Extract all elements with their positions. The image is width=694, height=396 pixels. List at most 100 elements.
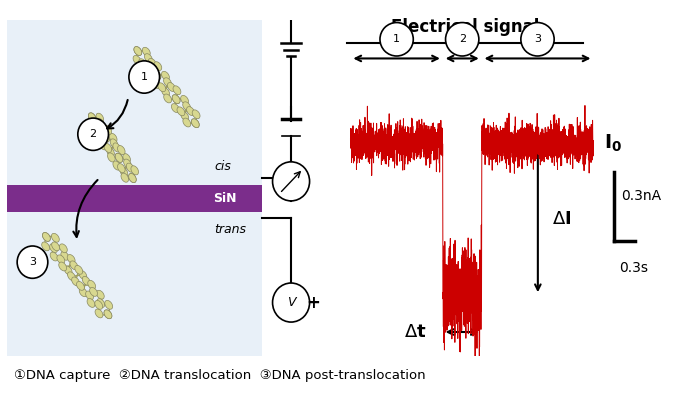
Ellipse shape <box>131 166 139 175</box>
Text: $\mathbf{I_0}$: $\mathbf{I_0}$ <box>604 133 622 154</box>
Ellipse shape <box>181 112 189 120</box>
Ellipse shape <box>113 143 121 152</box>
Ellipse shape <box>108 153 115 162</box>
Ellipse shape <box>107 147 115 156</box>
Circle shape <box>380 23 413 56</box>
Ellipse shape <box>128 173 136 183</box>
Ellipse shape <box>61 251 69 260</box>
Text: 3: 3 <box>534 34 541 44</box>
Ellipse shape <box>95 301 103 309</box>
Text: trans: trans <box>214 223 246 236</box>
Text: V: V <box>287 296 296 309</box>
Bar <box>7 20 262 356</box>
Bar <box>7 185 262 211</box>
Ellipse shape <box>115 153 123 162</box>
Ellipse shape <box>158 83 166 92</box>
Ellipse shape <box>104 310 112 319</box>
Text: 0.3s: 0.3s <box>619 261 648 274</box>
Ellipse shape <box>171 104 179 112</box>
Ellipse shape <box>67 272 76 281</box>
Text: ①DNA capture  ②DNA translocation  ③DNA post-translocation: ①DNA capture ②DNA translocation ③DNA pos… <box>14 369 425 382</box>
Ellipse shape <box>79 270 87 280</box>
Ellipse shape <box>128 173 136 183</box>
Ellipse shape <box>192 110 200 119</box>
Ellipse shape <box>180 95 189 104</box>
Ellipse shape <box>134 47 142 55</box>
Circle shape <box>446 23 479 56</box>
Text: $\Delta\mathbf{t}$: $\Delta\mathbf{t}$ <box>404 323 426 341</box>
Circle shape <box>129 61 160 93</box>
Ellipse shape <box>90 287 97 296</box>
Ellipse shape <box>87 280 96 289</box>
Text: cis: cis <box>214 160 231 173</box>
Text: 3: 3 <box>29 257 36 267</box>
Ellipse shape <box>120 168 128 177</box>
Text: Electrical signal: Electrical signal <box>391 18 539 36</box>
Ellipse shape <box>172 95 180 104</box>
Ellipse shape <box>139 59 146 68</box>
Ellipse shape <box>96 290 104 299</box>
Text: 2: 2 <box>459 34 466 44</box>
Text: $\Delta\mathbf{I}$: $\Delta\mathbf{I}$ <box>552 210 571 228</box>
Ellipse shape <box>104 310 112 319</box>
Ellipse shape <box>42 232 51 242</box>
Circle shape <box>17 246 48 278</box>
Ellipse shape <box>113 161 121 170</box>
Ellipse shape <box>164 78 171 87</box>
Text: 1: 1 <box>393 34 400 44</box>
Ellipse shape <box>76 282 85 290</box>
Circle shape <box>520 23 554 56</box>
Ellipse shape <box>153 70 161 80</box>
Ellipse shape <box>83 276 90 285</box>
Ellipse shape <box>126 163 134 172</box>
Ellipse shape <box>173 86 181 95</box>
Circle shape <box>273 162 310 201</box>
Text: SiN: SiN <box>213 192 237 205</box>
Ellipse shape <box>50 252 58 261</box>
Ellipse shape <box>153 70 161 80</box>
Ellipse shape <box>86 120 94 129</box>
Ellipse shape <box>99 123 107 132</box>
Ellipse shape <box>93 127 101 136</box>
Ellipse shape <box>187 107 194 116</box>
Ellipse shape <box>95 309 103 318</box>
Ellipse shape <box>110 139 118 148</box>
Ellipse shape <box>102 133 110 142</box>
Ellipse shape <box>70 261 78 270</box>
Ellipse shape <box>79 288 87 297</box>
Ellipse shape <box>117 164 125 173</box>
Ellipse shape <box>97 299 105 308</box>
Ellipse shape <box>124 159 131 168</box>
Ellipse shape <box>42 242 49 251</box>
Circle shape <box>273 283 310 322</box>
Ellipse shape <box>142 47 150 56</box>
Text: 2: 2 <box>90 129 96 139</box>
Ellipse shape <box>88 113 96 122</box>
Circle shape <box>78 118 108 150</box>
Ellipse shape <box>183 102 191 110</box>
Ellipse shape <box>162 71 169 80</box>
Ellipse shape <box>123 154 130 163</box>
Ellipse shape <box>117 146 125 155</box>
Ellipse shape <box>177 107 185 116</box>
Ellipse shape <box>121 173 128 182</box>
Ellipse shape <box>88 113 96 122</box>
Ellipse shape <box>149 59 156 67</box>
Ellipse shape <box>94 133 102 142</box>
Ellipse shape <box>104 143 112 152</box>
Ellipse shape <box>152 80 160 88</box>
Ellipse shape <box>67 255 75 263</box>
Ellipse shape <box>51 233 59 242</box>
Ellipse shape <box>91 123 99 132</box>
Ellipse shape <box>105 301 112 309</box>
Ellipse shape <box>96 113 103 122</box>
Ellipse shape <box>115 153 123 162</box>
Ellipse shape <box>59 262 67 271</box>
Ellipse shape <box>110 133 117 143</box>
Ellipse shape <box>42 232 51 242</box>
Ellipse shape <box>192 119 199 128</box>
Ellipse shape <box>104 125 112 135</box>
Ellipse shape <box>60 244 67 253</box>
Ellipse shape <box>96 119 104 128</box>
Ellipse shape <box>87 299 95 307</box>
